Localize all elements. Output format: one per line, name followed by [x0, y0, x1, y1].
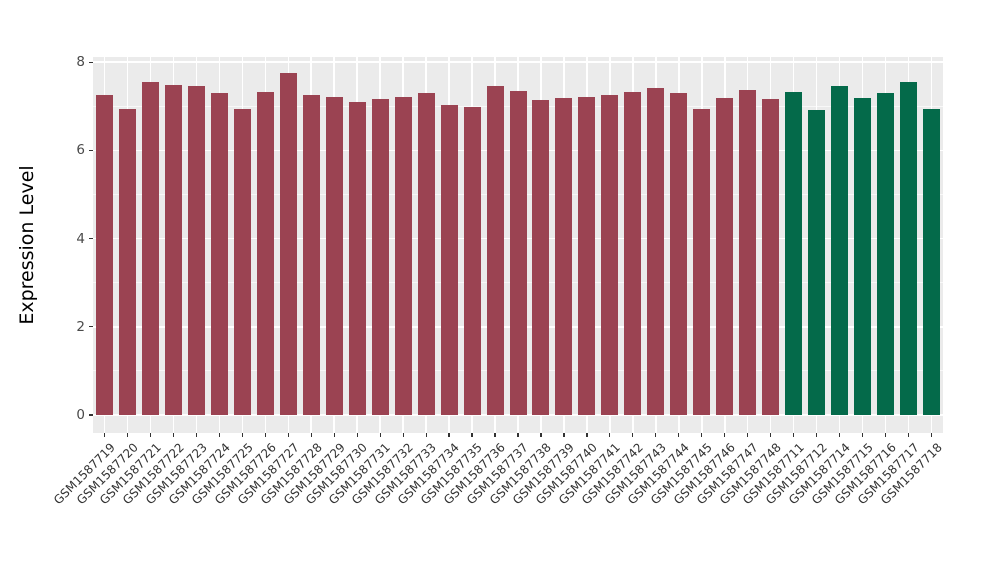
x-axis-tick — [425, 433, 427, 437]
bar — [877, 93, 895, 415]
bar — [762, 98, 780, 415]
bar — [394, 97, 412, 415]
x-axis-tick — [172, 433, 174, 437]
bar — [900, 81, 918, 415]
x-axis-tick — [379, 433, 381, 437]
x-axis-tick — [816, 433, 818, 437]
y-axis-tick — [89, 326, 93, 328]
bar — [95, 94, 113, 415]
bar — [256, 91, 274, 415]
bar — [831, 86, 849, 415]
y-axis-tick — [89, 61, 93, 63]
y-axis-tick-label: 8 — [76, 54, 85, 71]
y-axis-tick-label: 0 — [76, 407, 85, 423]
bar — [808, 109, 826, 415]
x-axis-tick — [563, 433, 565, 437]
y-axis-tick-label: 4 — [76, 230, 85, 247]
bar — [141, 81, 159, 415]
x-axis-tick — [448, 433, 450, 437]
bar — [233, 108, 251, 415]
x-axis-tick — [517, 433, 519, 437]
bar — [118, 108, 136, 415]
x-axis-tick — [655, 433, 657, 437]
bar — [739, 89, 757, 415]
x-axis-tick — [747, 433, 749, 437]
bar — [440, 105, 458, 415]
x-axis-tick — [793, 433, 795, 437]
bar — [371, 98, 389, 415]
x-axis-tick — [149, 433, 152, 437]
x-axis-tick — [540, 433, 542, 437]
x-axis-tick — [333, 433, 335, 437]
x-axis-tick — [770, 433, 772, 437]
x-axis-tick — [632, 433, 634, 437]
x-axis-tick — [839, 433, 841, 437]
x-axis-tick — [310, 433, 312, 437]
bar — [601, 94, 619, 415]
x-axis-tick — [126, 433, 129, 437]
x-axis-tick — [861, 433, 864, 437]
bar — [417, 93, 435, 415]
bar — [624, 91, 642, 415]
bar — [670, 93, 688, 415]
y-axis-tick-label: 2 — [76, 318, 85, 335]
y-axis-tick — [89, 238, 93, 240]
bar — [555, 98, 573, 415]
x-axis-tick — [471, 433, 473, 437]
x-axis-tick — [701, 433, 703, 437]
x-axis-tick — [287, 433, 289, 437]
x-axis-tick — [195, 433, 197, 437]
x-axis-tick — [678, 433, 680, 437]
x-axis-tick — [356, 433, 358, 437]
x-axis-tick — [884, 433, 887, 437]
plot-panel — [93, 57, 943, 433]
x-axis-tick — [930, 433, 933, 437]
x-axis-tick — [494, 433, 496, 437]
bar — [279, 73, 297, 415]
bar — [693, 108, 711, 415]
bar — [578, 96, 596, 415]
y-axis-tick — [89, 149, 93, 151]
x-axis-tick — [586, 433, 588, 437]
y-axis-tick — [89, 414, 93, 416]
bar — [647, 87, 665, 415]
bar — [164, 85, 182, 415]
x-axis-tick — [103, 433, 106, 437]
x-axis-tick — [264, 433, 266, 437]
bar — [785, 91, 803, 415]
bar — [854, 98, 872, 415]
x-axis-tick — [609, 433, 611, 437]
bar — [716, 98, 734, 415]
x-axis-tick — [402, 433, 404, 437]
bar — [210, 92, 228, 415]
bar — [532, 100, 550, 415]
bar — [348, 102, 366, 415]
x-axis-tick — [241, 433, 243, 437]
bar — [463, 107, 481, 415]
bar — [302, 94, 320, 415]
bar — [486, 86, 504, 415]
x-axis-tick — [724, 433, 726, 437]
bar — [509, 90, 527, 415]
bar — [187, 86, 205, 415]
bar — [325, 97, 343, 415]
y-axis-tick-label: 6 — [76, 142, 85, 159]
x-axis-tick — [218, 433, 220, 437]
bar — [923, 108, 940, 415]
x-axis-tick — [907, 433, 910, 437]
